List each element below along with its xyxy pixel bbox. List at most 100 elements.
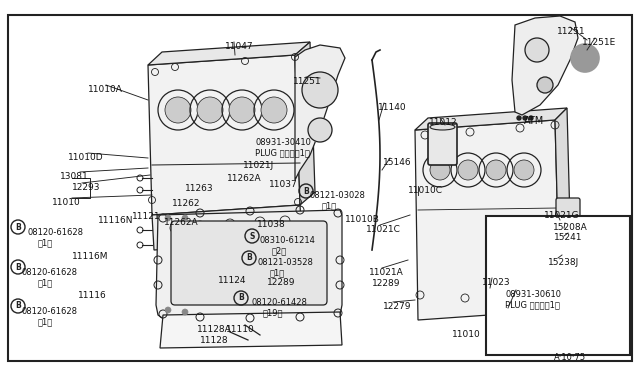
Text: 11010: 11010: [452, 330, 481, 339]
Text: 08120-61628: 08120-61628: [22, 268, 78, 277]
Text: 11010D: 11010D: [68, 153, 104, 162]
Polygon shape: [160, 312, 342, 348]
Text: （2）: （2）: [272, 246, 287, 255]
Circle shape: [517, 116, 521, 120]
Text: 15238J: 15238J: [548, 258, 579, 267]
Polygon shape: [415, 120, 560, 320]
Text: 11010C: 11010C: [408, 186, 443, 195]
Text: 11021C: 11021C: [366, 225, 401, 234]
Text: 15208A: 15208A: [553, 223, 588, 232]
Text: 11047: 11047: [225, 42, 253, 51]
Text: 11021G: 11021G: [544, 211, 580, 220]
Circle shape: [308, 118, 332, 142]
Polygon shape: [148, 55, 300, 215]
Text: 11010B: 11010B: [345, 215, 380, 224]
Text: 11124: 11124: [218, 276, 246, 285]
Text: 15146: 15146: [383, 158, 412, 167]
Circle shape: [430, 160, 450, 180]
Text: 11251E: 11251E: [582, 38, 616, 47]
Text: A·10·75: A·10·75: [554, 353, 586, 362]
Text: 11116: 11116: [78, 291, 107, 300]
Text: PLUG プラグ（1）: PLUG プラグ（1）: [255, 148, 310, 157]
Bar: [486, 216, 630, 355]
Circle shape: [229, 97, 255, 123]
Circle shape: [261, 97, 287, 123]
Circle shape: [486, 160, 506, 180]
Text: （1）: （1）: [38, 278, 53, 287]
Text: 12293: 12293: [72, 183, 100, 192]
Text: 11110: 11110: [226, 325, 255, 334]
Text: 11037: 11037: [269, 180, 298, 189]
Text: 11263: 11263: [185, 184, 214, 193]
Text: B: B: [15, 263, 21, 272]
Text: 11038: 11038: [257, 220, 285, 229]
Circle shape: [529, 116, 533, 120]
Text: B: B: [15, 301, 21, 311]
Text: 08120-61628: 08120-61628: [22, 307, 78, 316]
Text: （1）: （1）: [322, 201, 337, 210]
Polygon shape: [295, 45, 345, 180]
Text: PLUG プラグ（1）: PLUG プラグ（1）: [505, 300, 560, 309]
Circle shape: [302, 72, 338, 108]
Text: 11012: 11012: [429, 118, 458, 127]
Text: 11262A: 11262A: [227, 174, 262, 183]
Text: 15241: 15241: [554, 233, 582, 242]
Text: B: B: [238, 294, 244, 302]
Text: 11262A: 11262A: [164, 218, 198, 227]
Text: 12289: 12289: [267, 278, 296, 287]
Circle shape: [182, 309, 188, 315]
Text: 11010A: 11010A: [88, 85, 123, 94]
Polygon shape: [295, 42, 315, 205]
Text: B: B: [15, 222, 21, 231]
Text: 11140: 11140: [378, 103, 406, 112]
Polygon shape: [148, 42, 310, 65]
Text: 11121: 11121: [132, 212, 161, 221]
Text: 11116N: 11116N: [98, 216, 134, 225]
Text: 11262: 11262: [172, 199, 200, 208]
Circle shape: [165, 215, 171, 221]
Text: S: S: [250, 231, 255, 241]
Text: 11021J: 11021J: [243, 161, 275, 170]
Text: 08121-03528: 08121-03528: [258, 258, 314, 267]
Text: 11251: 11251: [293, 77, 322, 86]
Text: 11010: 11010: [52, 198, 81, 207]
Text: 13081: 13081: [60, 172, 89, 181]
FancyBboxPatch shape: [556, 198, 580, 252]
Text: B: B: [303, 186, 309, 196]
Text: 12289: 12289: [372, 279, 401, 288]
Circle shape: [165, 307, 171, 313]
Polygon shape: [156, 210, 342, 320]
Text: 08931-30610: 08931-30610: [505, 290, 561, 299]
Text: （19）: （19）: [263, 308, 284, 317]
Circle shape: [165, 97, 191, 123]
Polygon shape: [555, 108, 572, 310]
Text: 08931-30410: 08931-30410: [255, 138, 311, 147]
FancyBboxPatch shape: [171, 221, 327, 305]
Text: 08120-61628: 08120-61628: [28, 228, 84, 237]
Polygon shape: [415, 108, 567, 130]
Text: 11023: 11023: [482, 278, 511, 287]
Text: 08120-61428: 08120-61428: [251, 298, 307, 307]
Circle shape: [458, 160, 478, 180]
Circle shape: [514, 160, 534, 180]
Text: 08310-61214: 08310-61214: [260, 236, 316, 245]
Circle shape: [182, 215, 188, 221]
Text: 08121-03028: 08121-03028: [310, 191, 366, 200]
Circle shape: [525, 38, 549, 62]
Text: 12279: 12279: [383, 302, 412, 311]
Circle shape: [197, 97, 223, 123]
Circle shape: [537, 77, 553, 93]
Text: 11116M: 11116M: [72, 252, 109, 261]
Text: 11251: 11251: [557, 27, 586, 36]
Polygon shape: [152, 205, 302, 250]
Circle shape: [571, 44, 599, 72]
Text: 11128A: 11128A: [197, 325, 232, 334]
Text: （1）: （1）: [270, 268, 285, 277]
Text: 11128: 11128: [200, 336, 228, 345]
Text: （1）: （1）: [38, 238, 53, 247]
Text: ATM: ATM: [524, 116, 544, 126]
Ellipse shape: [430, 124, 455, 130]
FancyBboxPatch shape: [428, 123, 457, 165]
Text: （1）: （1）: [38, 317, 53, 326]
Text: 11021A: 11021A: [369, 268, 404, 277]
